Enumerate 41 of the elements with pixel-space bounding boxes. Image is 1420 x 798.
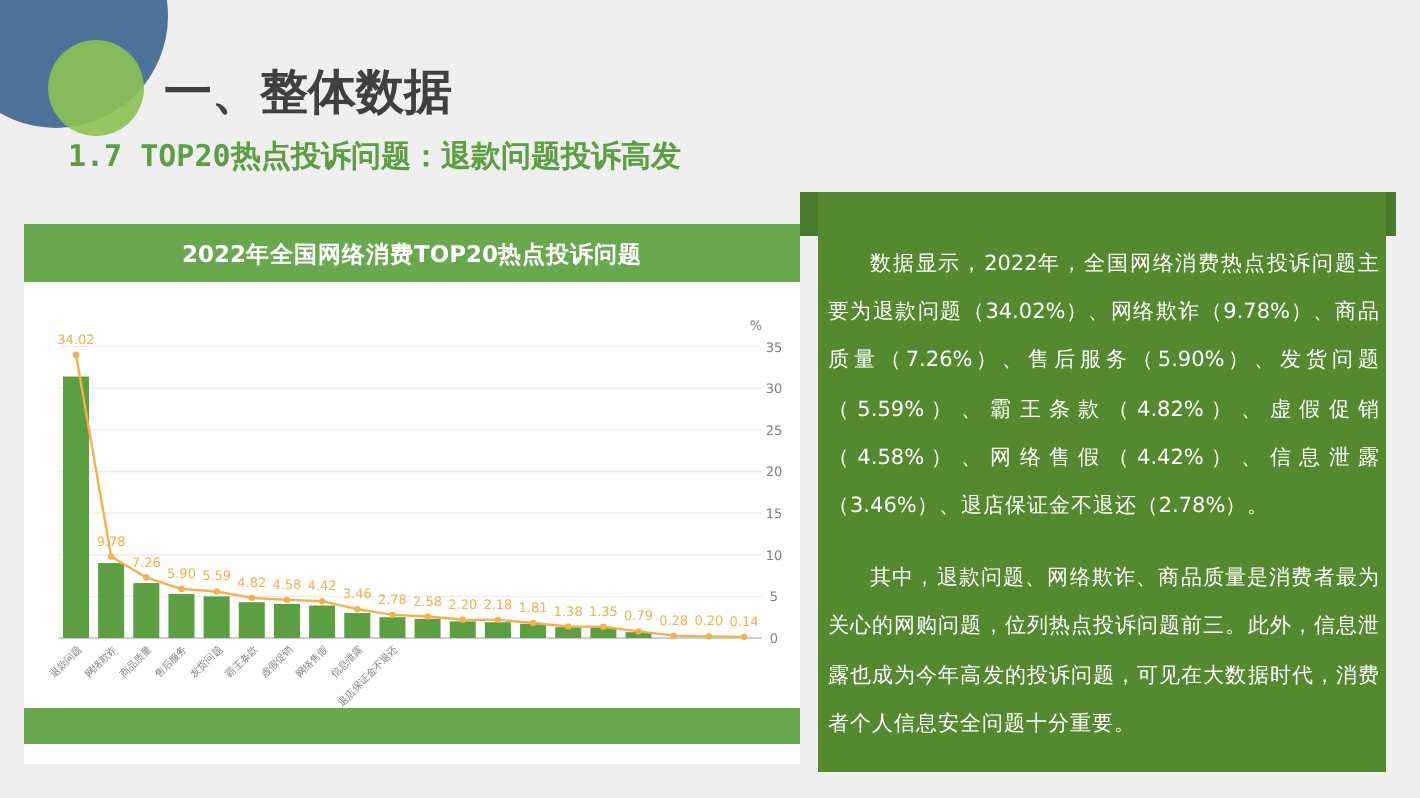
point: [143, 574, 150, 581]
bar: [484, 622, 511, 638]
bar: [309, 605, 336, 638]
bar: [273, 603, 300, 638]
bar: [379, 617, 406, 638]
point: [459, 616, 466, 623]
point: [354, 605, 361, 613]
point: [72, 351, 80, 358]
bar: [590, 628, 617, 638]
bar: [98, 563, 125, 638]
bar: [133, 583, 160, 638]
point: [318, 598, 326, 605]
bar: [238, 602, 265, 638]
point: [670, 632, 677, 639]
point: [389, 611, 396, 619]
bar: [62, 376, 89, 638]
text: 1.7 TOP20热点投诉问题：退款问题投诉高发: [68, 138, 681, 174]
bar: [449, 621, 476, 638]
point: [529, 619, 537, 627]
text: 其中，退款问题、网络欺诈、商品质量是消费者最为关心的网购问题，位列热点投诉问题前三。此外，信息泄露也成为今年高发的投诉问题，可见在大数据时代，消费者个人信息安全问题十分重要。: [828, 564, 1380, 740]
bar: [203, 596, 230, 638]
text: 数据显示，2022年，全国网络消费热点投诉问题主要为退款问题（34.02%）、网络欺诈（9.78%）、商品质量（7.26%）、售后服务（5.90%）、发货问题（5.59%）、霸王条款（4.82%）、虚假促销（4.58%）、网络售假（4.42%）、信息泄露（3.46%）、退店保证金不退还（2.78%）。: [828, 250, 1380, 523]
point: [740, 633, 748, 641]
bar: [555, 627, 582, 638]
point: [635, 628, 642, 635]
bar: [414, 618, 441, 638]
chart-title: 2022年全国网络消费TOP20热点投诉问题: [181, 240, 643, 268]
point: [178, 585, 185, 593]
point: [494, 616, 502, 624]
point: [424, 613, 431, 620]
point: [213, 588, 220, 595]
bar: [520, 623, 547, 638]
point: [283, 596, 291, 604]
bar: [344, 613, 371, 638]
point: [600, 623, 607, 630]
point: [705, 633, 713, 640]
text: 一、整体数据: [164, 64, 452, 120]
point: [248, 594, 255, 602]
point: [565, 623, 572, 630]
bar: [168, 593, 195, 638]
point: [107, 553, 115, 560]
